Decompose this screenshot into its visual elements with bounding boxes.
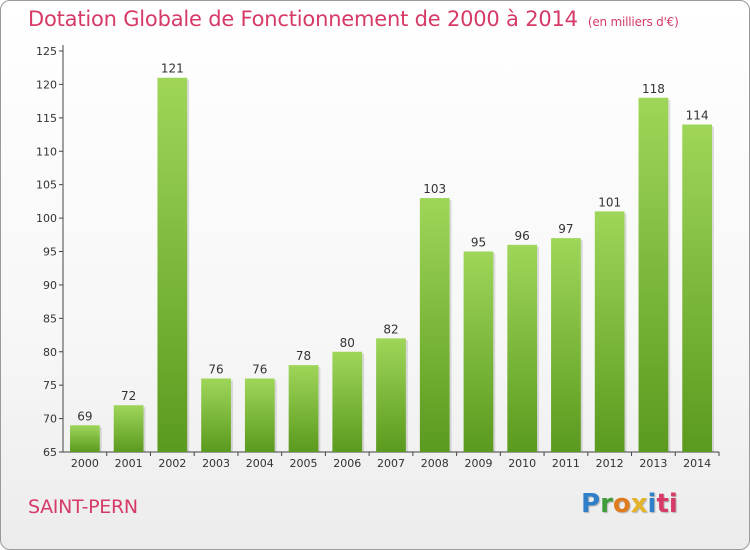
bar [638,97,669,453]
x-tick-label: 2002 [158,457,186,470]
data-label: 118 [642,82,665,96]
x-tick-label: 2007 [377,457,405,470]
proxiti-logo: Proxiti [581,489,678,519]
x-tick-label: 2001 [115,457,143,470]
bar [201,378,231,452]
data-label: 121 [161,62,184,76]
logo-letter-2: r [600,489,613,519]
y-tick-label: 65 [43,446,57,459]
y-tick-label: 80 [43,346,57,359]
data-label: 80 [340,336,355,350]
y-tick-label: 85 [43,312,57,325]
bar [594,211,625,452]
x-tick-label: 2011 [552,457,580,470]
logo-letter-4: x [630,489,648,519]
y-tick-label: 125 [36,45,57,58]
data-label: 82 [383,322,398,336]
y-tick-label: 90 [43,279,57,292]
bar [507,244,538,452]
bar [157,77,188,452]
bar [113,405,144,452]
chart-title: Dotation Globale de Fonctionnement de 20… [28,7,679,31]
commune-name: SAINT-PERN [28,496,138,518]
logo-letter-5: i [647,489,657,519]
bar [551,238,581,452]
data-label: 101 [598,195,621,209]
bar [288,365,319,452]
data-label: 78 [296,349,311,363]
x-tick-label: 2008 [421,457,449,470]
data-label: 103 [423,182,446,196]
logo-letter-6: ti [656,489,678,519]
x-tick-label: 2009 [464,457,492,470]
y-tick-label: 110 [36,145,57,158]
y-axis: 65 70 75 80 85 90 95 100 105 110 115 120 125 [36,45,64,459]
data-label: 95 [471,236,486,250]
bar [463,251,494,452]
data-label: 96 [515,229,530,243]
y-tick-label: 95 [43,246,57,259]
bar [376,338,406,452]
value-labels: 69 72 121 76 76 78 80 82 103 95 96 97 101 118 114 [77,62,708,424]
y-tick-label: 75 [43,379,57,392]
chart-subtitle: (en milliers d'€) [587,15,679,29]
y-tick-label: 100 [36,212,57,225]
x-tick-label: 2006 [333,457,361,470]
bar [419,198,450,452]
data-label: 76 [208,362,223,376]
y-tick-label: 120 [36,78,57,91]
x-tick-label: 2014 [683,457,711,470]
x-tick-label: 2012 [596,457,624,470]
y-tick-label: 70 [43,413,57,426]
data-label: 72 [121,389,136,403]
x-tick-label: 2013 [639,457,667,470]
y-tick-label: 115 [36,112,57,125]
x-tick-label: 2004 [246,457,274,470]
x-tick-label: 2005 [290,457,318,470]
x-axis: 2000 2001 2002 2003 2004 2005 2006 2007 2008 2009… [63,451,720,470]
y-tick-label: 105 [36,179,57,192]
x-tick-label: 2010 [508,457,536,470]
logo-letter-1: P [581,489,601,519]
bar [332,351,363,452]
data-label: 69 [77,409,92,423]
data-label: 114 [686,109,709,123]
x-tick-label: 2003 [202,457,230,470]
data-label: 97 [558,222,573,236]
bar [69,425,100,452]
chart-title-text: Dotation Globale de Fonctionnement de 20… [28,7,578,31]
bar [244,378,275,452]
data-label: 76 [252,362,267,376]
bars [69,77,715,453]
bar [682,124,713,453]
logo-letter-3: o [612,489,631,519]
x-tick-label: 2000 [71,457,99,470]
